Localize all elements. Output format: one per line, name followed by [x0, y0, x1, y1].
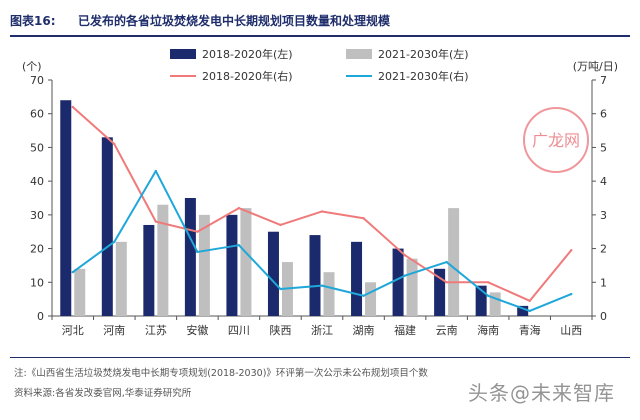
watermark-logo-text: 广龙网: [532, 131, 580, 150]
line-series2-point-11: [528, 309, 531, 313]
line-series1-point-5: [279, 223, 282, 227]
right-tick-label: 5: [600, 141, 607, 154]
line-series1-point-12: [570, 249, 573, 252]
bar-series1-11: [517, 305, 529, 316]
bar-series1-10: [475, 285, 487, 316]
legend-label-1: 2018-2020年(左): [202, 47, 293, 61]
bar-series2-2: [157, 204, 169, 316]
legend-label-3: 2018-2020年(右): [202, 69, 293, 83]
left-tick-label: 10: [30, 276, 44, 289]
bar-series1-2: [143, 224, 155, 316]
bar-series2-6: [323, 272, 335, 316]
x-tick-label: 四川: [228, 324, 250, 337]
x-tick-label: 安徽: [186, 323, 208, 337]
line-series2-point-4: [237, 244, 241, 247]
title-bar: 图表16: 已发布的各省垃圾焚烧发电中长期规划项目数量和处理规模: [10, 9, 630, 37]
bar-series1-4: [226, 214, 238, 316]
x-tick-label: 陕西: [269, 323, 291, 337]
watermark-text: 头条@未来智库: [468, 381, 615, 405]
bar-series1-1: [101, 137, 113, 316]
line-series2-point-1: [113, 240, 116, 244]
x-tick-label: 福建: [394, 323, 416, 337]
line-series1-point-3: [196, 230, 199, 233]
line-series1-point-1: [113, 142, 116, 146]
x-tick-label: 湖南: [353, 324, 375, 337]
bar-series2-3: [198, 214, 210, 316]
x-tick-label: 浙江: [311, 324, 333, 337]
line-series2-point-2: [154, 169, 158, 173]
line-series2-point-12: [570, 292, 573, 296]
bar-series2-7: [365, 282, 377, 316]
watermark-logo-icon: 广龙网: [523, 107, 589, 173]
bar-series2-8: [406, 258, 418, 316]
line-series1-point-9: [445, 281, 448, 284]
line-series1-point-6: [320, 210, 324, 213]
bar-series2-9: [448, 208, 460, 316]
chart: 0 10 20 30 40 50 60 70 0 1 2 3 4 5 6 7 (个) (万吨/日) 河北 河南 江苏 安徽…: [22, 47, 618, 337]
right-tick-label: 3: [600, 209, 607, 222]
line-series2-point-6: [320, 284, 324, 287]
x-tick-label: 河南: [103, 324, 125, 337]
line-series1-point-11: [528, 299, 531, 303]
bar-series1-7: [351, 241, 363, 316]
bar-series1-8: [392, 248, 404, 316]
left-axis-unit: (个): [22, 60, 42, 73]
line-series1-point-10: [486, 281, 490, 284]
x-tick-label: 青海: [519, 323, 541, 337]
line-series1-point-2: [154, 220, 158, 223]
right-tick-label: 0: [600, 310, 607, 323]
right-tick-label: 4: [600, 175, 607, 188]
legend-label-4: 2021-2030年(右): [378, 69, 469, 83]
bar-series2-0: [74, 268, 86, 316]
line-series1-point-4: [237, 206, 241, 210]
line-series2-point-7: [362, 294, 365, 297]
right-tick-label: 1: [600, 276, 607, 289]
chart-note: 注:《山西省生活垃圾焚烧发电中长期专项规划(2018-2030)》环评第一次公示…: [14, 368, 428, 379]
legend-label-2: 2021-2030年(左): [378, 47, 469, 61]
figure-title: 已发布的各省垃圾焚烧发电中长期规划项目数量和处理规模: [78, 14, 391, 28]
line-series2-point-9: [445, 260, 448, 264]
left-tick-label: 0: [37, 310, 44, 323]
x-tick-label: 河北: [62, 324, 84, 337]
left-tick-label: 30: [30, 209, 44, 222]
x-tick-label: 山西: [560, 324, 582, 337]
bar-series2-10: [489, 292, 501, 316]
figure-number: 图表16:: [10, 14, 56, 28]
left-tick-label: 20: [30, 243, 44, 256]
right-tick-label: 6: [600, 108, 607, 121]
right-tick-label: 2: [600, 243, 607, 256]
bar-series1-6: [309, 235, 321, 316]
bar-series1-3: [184, 198, 196, 316]
line-series2-point-10: [486, 294, 490, 297]
bar-series1-5: [267, 231, 279, 316]
line-series1-point-0: [71, 105, 74, 109]
footer-divider: [10, 357, 630, 358]
left-tick-label: 70: [30, 74, 44, 87]
line-series2-point-3: [196, 250, 199, 254]
line-series1-point-8: [403, 254, 407, 257]
line-series2-point-8: [403, 274, 407, 277]
line-series2-point-0: [71, 270, 74, 274]
line-series1-point-7: [362, 217, 365, 220]
right-axis-unit: (万吨/日): [573, 60, 618, 73]
bar-series2-1: [115, 241, 127, 316]
x-tick-label: 云南: [436, 324, 458, 337]
legend-swatch-1: [170, 49, 196, 59]
right-tick-label: 7: [600, 74, 607, 87]
bar-series1-9: [434, 268, 446, 316]
left-tick-label: 40: [30, 175, 44, 188]
line-series2-point-5: [279, 287, 282, 291]
bar-series2-4: [240, 208, 252, 316]
legend-swatch-2: [346, 49, 372, 59]
x-tick-label: 海南: [477, 323, 499, 337]
x-tick-label: 江苏: [145, 324, 167, 337]
chart-source: 资料来源:各省发改委官网,华泰证券研究所: [14, 388, 192, 399]
left-tick-label: 60: [30, 108, 44, 121]
left-tick-label: 50: [30, 141, 44, 154]
bar-series1-0: [60, 100, 72, 316]
